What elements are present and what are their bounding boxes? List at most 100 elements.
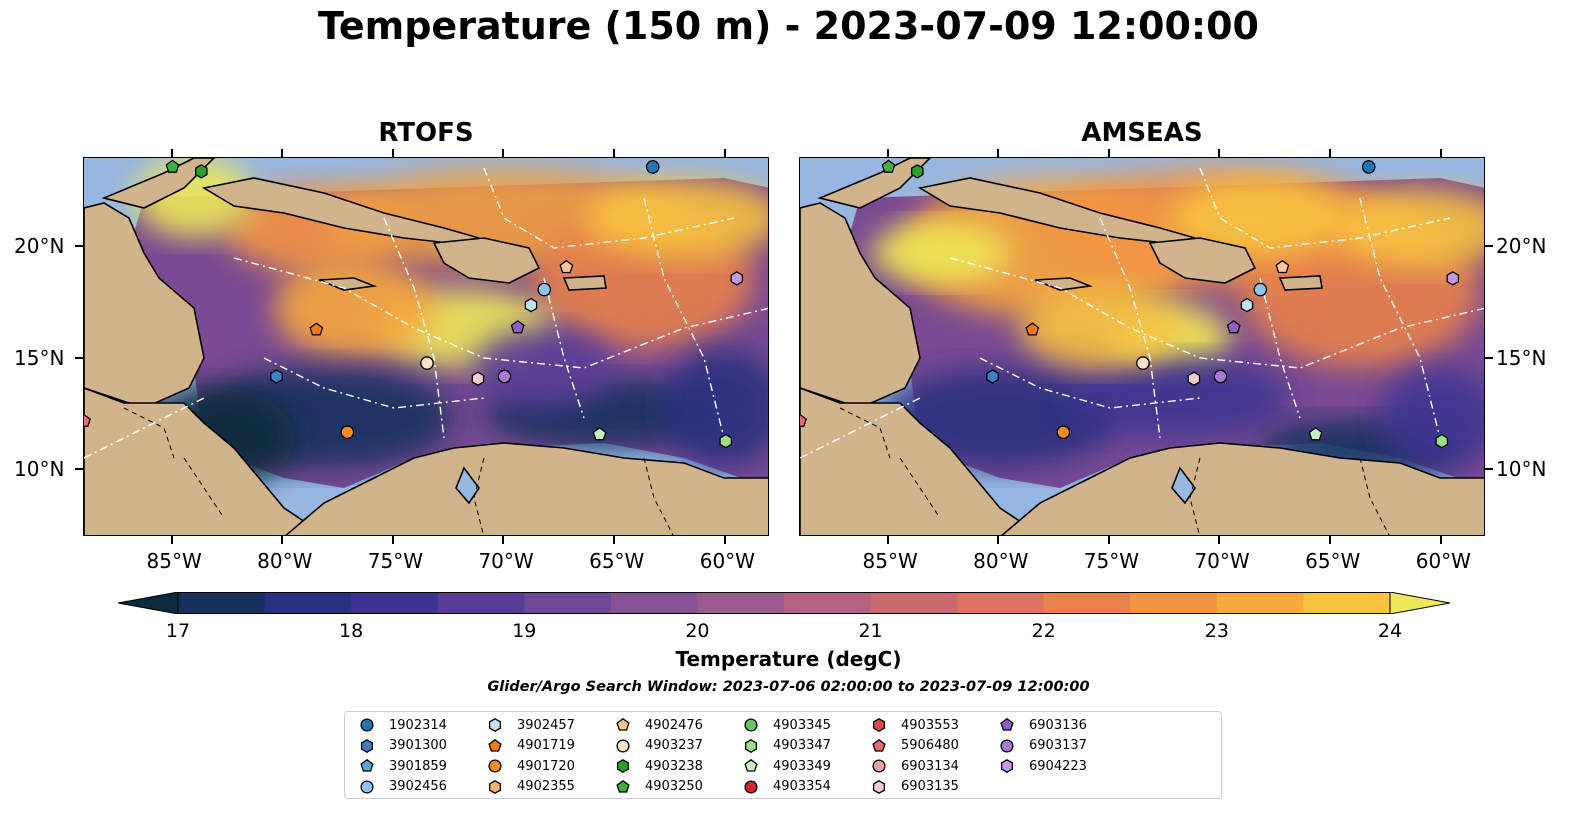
float-markers xyxy=(800,159,1460,449)
legend-marker-pentagon xyxy=(488,738,502,752)
legend-label: 4902476 xyxy=(645,717,703,733)
colorbar-tick-label: 24 xyxy=(1377,620,1403,642)
legend-label: 3902457 xyxy=(517,717,575,733)
lon-label: 75°W xyxy=(1083,549,1140,573)
colorbar-segment xyxy=(1216,592,1304,614)
eez-boundaries xyxy=(800,167,1484,459)
legend-item: 3902456 xyxy=(359,779,447,795)
float-marker-4903250 xyxy=(165,159,180,173)
lat-tick xyxy=(75,356,83,359)
country-borders xyxy=(839,407,1390,535)
lon-label: 65°W xyxy=(1305,549,1361,573)
legend-item: 4903345 xyxy=(743,717,831,733)
legend-marker-circle xyxy=(488,759,502,773)
float-marker-4903238 xyxy=(195,164,208,179)
legend-marker-pentagon xyxy=(616,779,630,793)
amseas-map xyxy=(799,157,1485,536)
colorbar-tick-label: 19 xyxy=(512,620,537,642)
legend-label: 4903237 xyxy=(645,738,703,753)
float-marker-6903136 xyxy=(1226,320,1241,334)
lon-tick xyxy=(1107,149,1110,157)
lon-tick xyxy=(281,149,284,157)
float-marker-4903237 xyxy=(420,356,434,370)
lon-tick xyxy=(723,149,726,157)
legend-label: 5906480 xyxy=(901,738,959,753)
lon-tick xyxy=(502,149,505,157)
float-marker-4903237 xyxy=(1136,356,1150,370)
legend-label: 4902355 xyxy=(517,779,575,794)
colorbar-tick-label: 23 xyxy=(1204,620,1229,642)
float-marker-4901720 xyxy=(1056,425,1071,440)
lon-label: 65°W xyxy=(589,549,645,573)
legend-item: 4903250 xyxy=(615,779,703,795)
legend-item: 4903347 xyxy=(743,738,831,754)
legend-item: 6904223 xyxy=(999,758,1087,774)
legend-marker-pentagon xyxy=(360,758,374,772)
legend-item: 3901300 xyxy=(359,738,447,754)
legend-item: 4902355 xyxy=(487,779,575,795)
legend-marker-hexagon xyxy=(360,738,374,753)
panel-title-rtofs: RTOFS xyxy=(378,118,474,148)
float-marker-3901300 xyxy=(986,369,999,384)
lon-label: 70°W xyxy=(1194,549,1250,573)
lon-tick xyxy=(997,536,1000,544)
colorbar-segment xyxy=(351,592,439,614)
colorbar-title: Temperature (degC) xyxy=(675,647,902,671)
lon-tick xyxy=(391,536,394,544)
legend-item: 3902457 xyxy=(487,717,575,733)
float-marker-6903137 xyxy=(1213,369,1228,384)
lat-tick xyxy=(1485,468,1493,471)
colorbar-segment xyxy=(178,592,266,614)
float-markers xyxy=(84,159,744,449)
legend-label: 3901300 xyxy=(389,738,447,753)
legend-item: 4901719 xyxy=(487,738,575,754)
legend-item: 6903134 xyxy=(871,758,959,774)
legend-label: 4903345 xyxy=(773,717,831,733)
lon-tick xyxy=(997,149,1000,157)
float-marker-6904223 xyxy=(730,271,744,286)
legend-marker-hexagon xyxy=(488,779,502,794)
lon-tick xyxy=(1329,536,1332,544)
legend-item: 6903135 xyxy=(871,779,959,795)
float-marker-3901300 xyxy=(270,369,283,384)
legend-marker-pentagon xyxy=(616,717,630,731)
float-marker-6903135 xyxy=(471,371,485,386)
lat-tick xyxy=(75,468,83,471)
float-marker-4903349 xyxy=(1308,427,1323,441)
figure-title: Temperature (150 m) - 2023-07-09 12:00:0… xyxy=(317,4,1259,48)
legend-marker-pentagon xyxy=(744,758,758,772)
lat-label-left: 15°N xyxy=(14,345,65,370)
lat-label-right: 10°N xyxy=(1496,457,1547,482)
colorbar-segment xyxy=(784,592,872,614)
lon-label: 80°W xyxy=(257,549,313,573)
country-borders xyxy=(123,407,674,535)
legend-marker-hexagon xyxy=(1000,759,1014,773)
legend-label: 4901719 xyxy=(517,738,575,753)
colorbar-segment xyxy=(1303,592,1391,614)
float-marker-6903135 xyxy=(1187,371,1201,386)
colorbar-segment xyxy=(264,592,352,614)
eez-boundaries xyxy=(84,167,768,459)
legend-label: 4903349 xyxy=(773,758,831,774)
legend-item: 4902476 xyxy=(615,717,703,733)
lon-tick xyxy=(391,149,394,157)
colorbar-tick-label: 18 xyxy=(339,620,364,642)
float-marker-4903238 xyxy=(911,164,924,179)
lon-label: 75°W xyxy=(367,549,424,573)
legend-label: 4903347 xyxy=(773,738,831,753)
legend-label: 3902456 xyxy=(389,779,447,794)
float-marker-4903349 xyxy=(592,427,607,441)
lon-tick xyxy=(281,536,284,544)
legend-marker-hexagon xyxy=(744,738,758,753)
float-marker-1902314 xyxy=(645,160,660,174)
lon-tick xyxy=(502,536,505,544)
legend-item: 6903136 xyxy=(999,717,1087,733)
legend-item: 3901859 xyxy=(359,758,447,774)
legend-label: 6903135 xyxy=(901,779,959,794)
lon-tick xyxy=(613,536,616,544)
lon-tick xyxy=(1439,149,1442,157)
lon-label: 80°W xyxy=(973,549,1029,573)
lat-tick xyxy=(75,245,83,248)
lat-label-left: 20°N xyxy=(14,234,65,259)
lon-label: 70°W xyxy=(478,549,534,573)
